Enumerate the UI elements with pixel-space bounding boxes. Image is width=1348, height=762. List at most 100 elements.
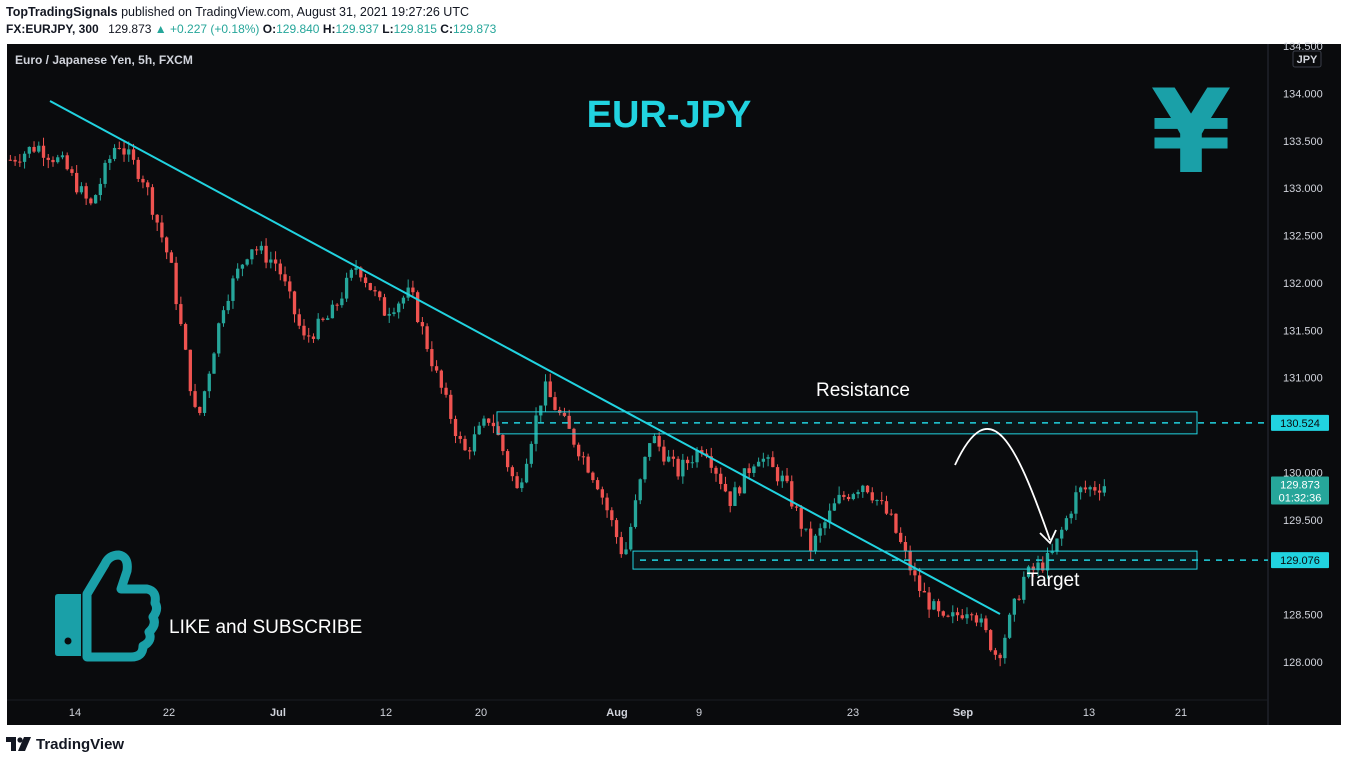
candle-body xyxy=(913,570,917,576)
candle-body xyxy=(136,159,140,179)
footer-brand[interactable]: TradingView xyxy=(36,735,125,753)
resistance-zone[interactable] xyxy=(496,411,1198,435)
candle-body xyxy=(775,467,780,482)
candle-body xyxy=(657,436,661,447)
candle-body xyxy=(946,615,950,617)
candle-body xyxy=(785,475,789,482)
candle-body xyxy=(955,612,960,616)
candle-body xyxy=(652,436,657,444)
candle-body xyxy=(46,157,50,160)
y-tick-label: 132.000 xyxy=(1283,278,1323,290)
candle-body xyxy=(894,513,898,533)
candle-body xyxy=(169,252,174,263)
symbol-label[interactable]: FX:EURJPY, 300 xyxy=(6,22,99,36)
candle-body xyxy=(146,182,150,188)
candle-body xyxy=(27,146,31,154)
candle-body xyxy=(198,406,202,413)
candle-body xyxy=(960,615,964,619)
thumbs-up-icon xyxy=(55,550,162,662)
candle-body xyxy=(899,532,903,542)
candle-body xyxy=(520,482,524,489)
candle-body xyxy=(1064,518,1069,530)
candle-body xyxy=(179,304,183,325)
candle-body xyxy=(591,472,595,481)
y-tick-label: 130.000 xyxy=(1283,468,1323,480)
candle-body xyxy=(250,249,254,260)
candle-body xyxy=(562,412,567,416)
candle-body xyxy=(1022,576,1026,600)
y-tick-label: 134.000 xyxy=(1283,88,1323,100)
candle-body xyxy=(174,262,178,305)
candle-body xyxy=(131,149,136,160)
candle-body xyxy=(666,456,671,462)
candle-body xyxy=(160,222,164,238)
candle-body xyxy=(292,291,297,315)
candle-body xyxy=(221,310,226,324)
candle-body xyxy=(79,186,84,193)
ohlc-line: FX:EURJPY, 300 129.873 ▲ +0.227 (+0.18%)… xyxy=(6,22,496,36)
candle-body xyxy=(188,349,192,392)
candle-body xyxy=(723,483,728,492)
trendline[interactable] xyxy=(49,100,1001,615)
candle-body xyxy=(709,456,713,468)
candle-body xyxy=(127,149,131,155)
cta-label: LIKE and SUBSCRIBE xyxy=(169,617,362,638)
candle-body xyxy=(1083,487,1088,490)
candle-body xyxy=(970,614,974,616)
candle-body xyxy=(505,451,510,468)
candle-body xyxy=(212,353,216,374)
candle-body xyxy=(1036,562,1040,571)
y-tick-label: 129.500 xyxy=(1283,515,1323,527)
candle-body xyxy=(449,394,453,419)
candle-body xyxy=(1017,598,1021,600)
candle-body xyxy=(629,526,633,550)
resistance-label: Resistance xyxy=(816,380,910,401)
candle-body xyxy=(240,264,245,269)
candle-body xyxy=(89,198,93,204)
x-tick-label: 9 xyxy=(696,707,702,719)
x-tick-label: 20 xyxy=(475,707,487,719)
candle-body xyxy=(846,496,851,500)
chart-background xyxy=(7,44,1341,725)
candle-body xyxy=(363,277,368,284)
candle-body xyxy=(804,528,808,530)
candle-body xyxy=(818,528,822,536)
candle-body xyxy=(183,324,188,350)
candle-body xyxy=(302,325,306,336)
candle-body xyxy=(273,259,278,264)
candle-body xyxy=(719,473,723,484)
candle-body xyxy=(610,510,614,521)
candle-body xyxy=(903,541,908,552)
candle-body xyxy=(771,457,775,468)
y-tick-label: 131.000 xyxy=(1283,373,1323,385)
candle-body xyxy=(93,195,98,204)
resistance-price-badge-text: 130.524 xyxy=(1280,418,1320,430)
published-text: published on TradingView.com, August 31,… xyxy=(121,5,469,19)
candle-body xyxy=(842,494,846,497)
high-value: 129.937 xyxy=(335,22,379,36)
candle-body xyxy=(477,425,481,435)
candle-body xyxy=(472,434,477,452)
candle-body xyxy=(1003,637,1007,659)
change-text: ▲ +0.227 (+0.18%) xyxy=(154,22,260,36)
candle-body xyxy=(1102,486,1106,493)
candle-body xyxy=(307,335,311,337)
currency-badge[interactable] xyxy=(1292,50,1322,68)
author-name[interactable]: TopTradingSignals xyxy=(6,5,118,19)
candle-body xyxy=(501,435,505,452)
currency-badge-text: JPY xyxy=(1297,54,1318,66)
candle-body xyxy=(264,245,268,263)
candle-body xyxy=(648,443,652,457)
axis-group: 134.500 134.000 133.500 133.000 132.500 132.0… xyxy=(69,41,1323,719)
candle-body xyxy=(922,590,927,593)
candle-body xyxy=(936,601,941,612)
candle-body xyxy=(349,269,353,278)
candle-body xyxy=(799,507,803,529)
candle-body xyxy=(619,537,623,555)
candle-body xyxy=(439,370,443,388)
target-price-badge xyxy=(1271,552,1329,569)
candle-body xyxy=(827,510,832,523)
candle-body xyxy=(406,287,410,298)
candle-body xyxy=(22,153,27,162)
